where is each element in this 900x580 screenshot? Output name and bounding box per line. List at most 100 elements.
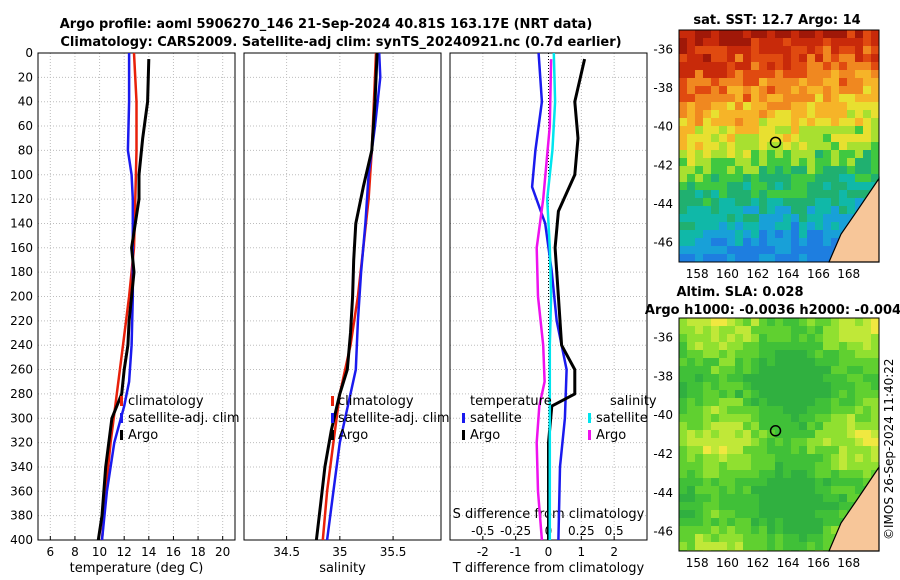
map-cell (831, 182, 839, 190)
map-cell (703, 414, 711, 422)
map-cell (711, 206, 719, 214)
map-cell (871, 374, 879, 382)
map-cell (847, 478, 855, 486)
map-cell (679, 198, 687, 206)
map-cell (791, 462, 799, 470)
map-cell (839, 30, 847, 38)
map-cell (687, 198, 695, 206)
map-cell (831, 470, 839, 478)
map-cell (839, 46, 847, 54)
map-cell (847, 382, 855, 390)
map-cell (759, 358, 767, 366)
map-cell (703, 470, 711, 478)
map-cell (679, 534, 687, 542)
map-cell (815, 182, 823, 190)
map-cell (791, 246, 799, 254)
map-cell (751, 446, 759, 454)
map-cell (791, 54, 799, 62)
map-cell (855, 38, 863, 46)
map-cell (687, 230, 695, 238)
map-cell (727, 446, 735, 454)
map-cell (807, 414, 815, 422)
legend-label-s-argo: Argo (596, 428, 626, 443)
map-cell (743, 486, 751, 494)
map-cell (807, 94, 815, 102)
map-cell (839, 38, 847, 46)
map-cell (703, 102, 711, 110)
map-cell (799, 182, 807, 190)
map-cell (823, 414, 831, 422)
map-cell (799, 38, 807, 46)
map-cell (759, 518, 767, 526)
map-cell (871, 102, 879, 110)
map-cell (871, 46, 879, 54)
watermark: ©IMOS 26-Sep-2024 11:40:22 (882, 358, 896, 540)
map-cell (831, 222, 839, 230)
map-cell (687, 86, 695, 94)
map-cell (775, 342, 783, 350)
map-cell (759, 430, 767, 438)
map-cell (855, 438, 863, 446)
map-cell (743, 182, 751, 190)
map-cell (839, 430, 847, 438)
map-cell (855, 118, 863, 126)
map-cell (743, 222, 751, 230)
map-y-tick-label: -38 (653, 369, 673, 383)
map-cell (815, 518, 823, 526)
map-cell (823, 526, 831, 534)
map-cell (759, 134, 767, 142)
map-cell (759, 462, 767, 470)
map-cell (679, 366, 687, 374)
map-cell (783, 318, 791, 326)
map-cell (687, 398, 695, 406)
map-cell (735, 142, 743, 150)
map-cell (695, 150, 703, 158)
map-cell (847, 350, 855, 358)
map-cell (815, 150, 823, 158)
map-cell (727, 478, 735, 486)
map-cell (679, 478, 687, 486)
y-tick-label: 140 (10, 216, 33, 230)
map-cell (847, 390, 855, 398)
map-cell (727, 502, 735, 510)
map-cell (703, 222, 711, 230)
map-cell (767, 454, 775, 462)
map-cell (679, 182, 687, 190)
map-cell (815, 126, 823, 134)
map-cell (719, 438, 727, 446)
map-cell (703, 438, 711, 446)
map-cell (807, 350, 815, 358)
map-cell (839, 462, 847, 470)
map-cell (839, 342, 847, 350)
map-cell (807, 206, 815, 214)
map-cell (775, 374, 783, 382)
map-cell (799, 422, 807, 430)
map-cell (783, 518, 791, 526)
map-cell (799, 438, 807, 446)
map-cell (823, 430, 831, 438)
map-cell (871, 358, 879, 366)
map-cell (871, 414, 879, 422)
map-cell (823, 198, 831, 206)
map-cell (863, 158, 871, 166)
map-cell (767, 94, 775, 102)
map-cell (711, 166, 719, 174)
map-cell (815, 502, 823, 510)
map-cell (719, 110, 727, 118)
map-cell (719, 246, 727, 254)
map-cell (799, 470, 807, 478)
map-cell (799, 134, 807, 142)
top-tick-label: -0.25 (500, 524, 531, 538)
map-cell (743, 398, 751, 406)
map-cell (823, 518, 831, 526)
map-cell (695, 246, 703, 254)
map-cell (783, 390, 791, 398)
map-cell (735, 38, 743, 46)
map-cell (759, 414, 767, 422)
map-cell (807, 54, 815, 62)
x-tick-label: 12 (117, 545, 132, 559)
map-cell (815, 390, 823, 398)
map-cell (727, 398, 735, 406)
map-cell (735, 358, 743, 366)
map-cell (679, 398, 687, 406)
